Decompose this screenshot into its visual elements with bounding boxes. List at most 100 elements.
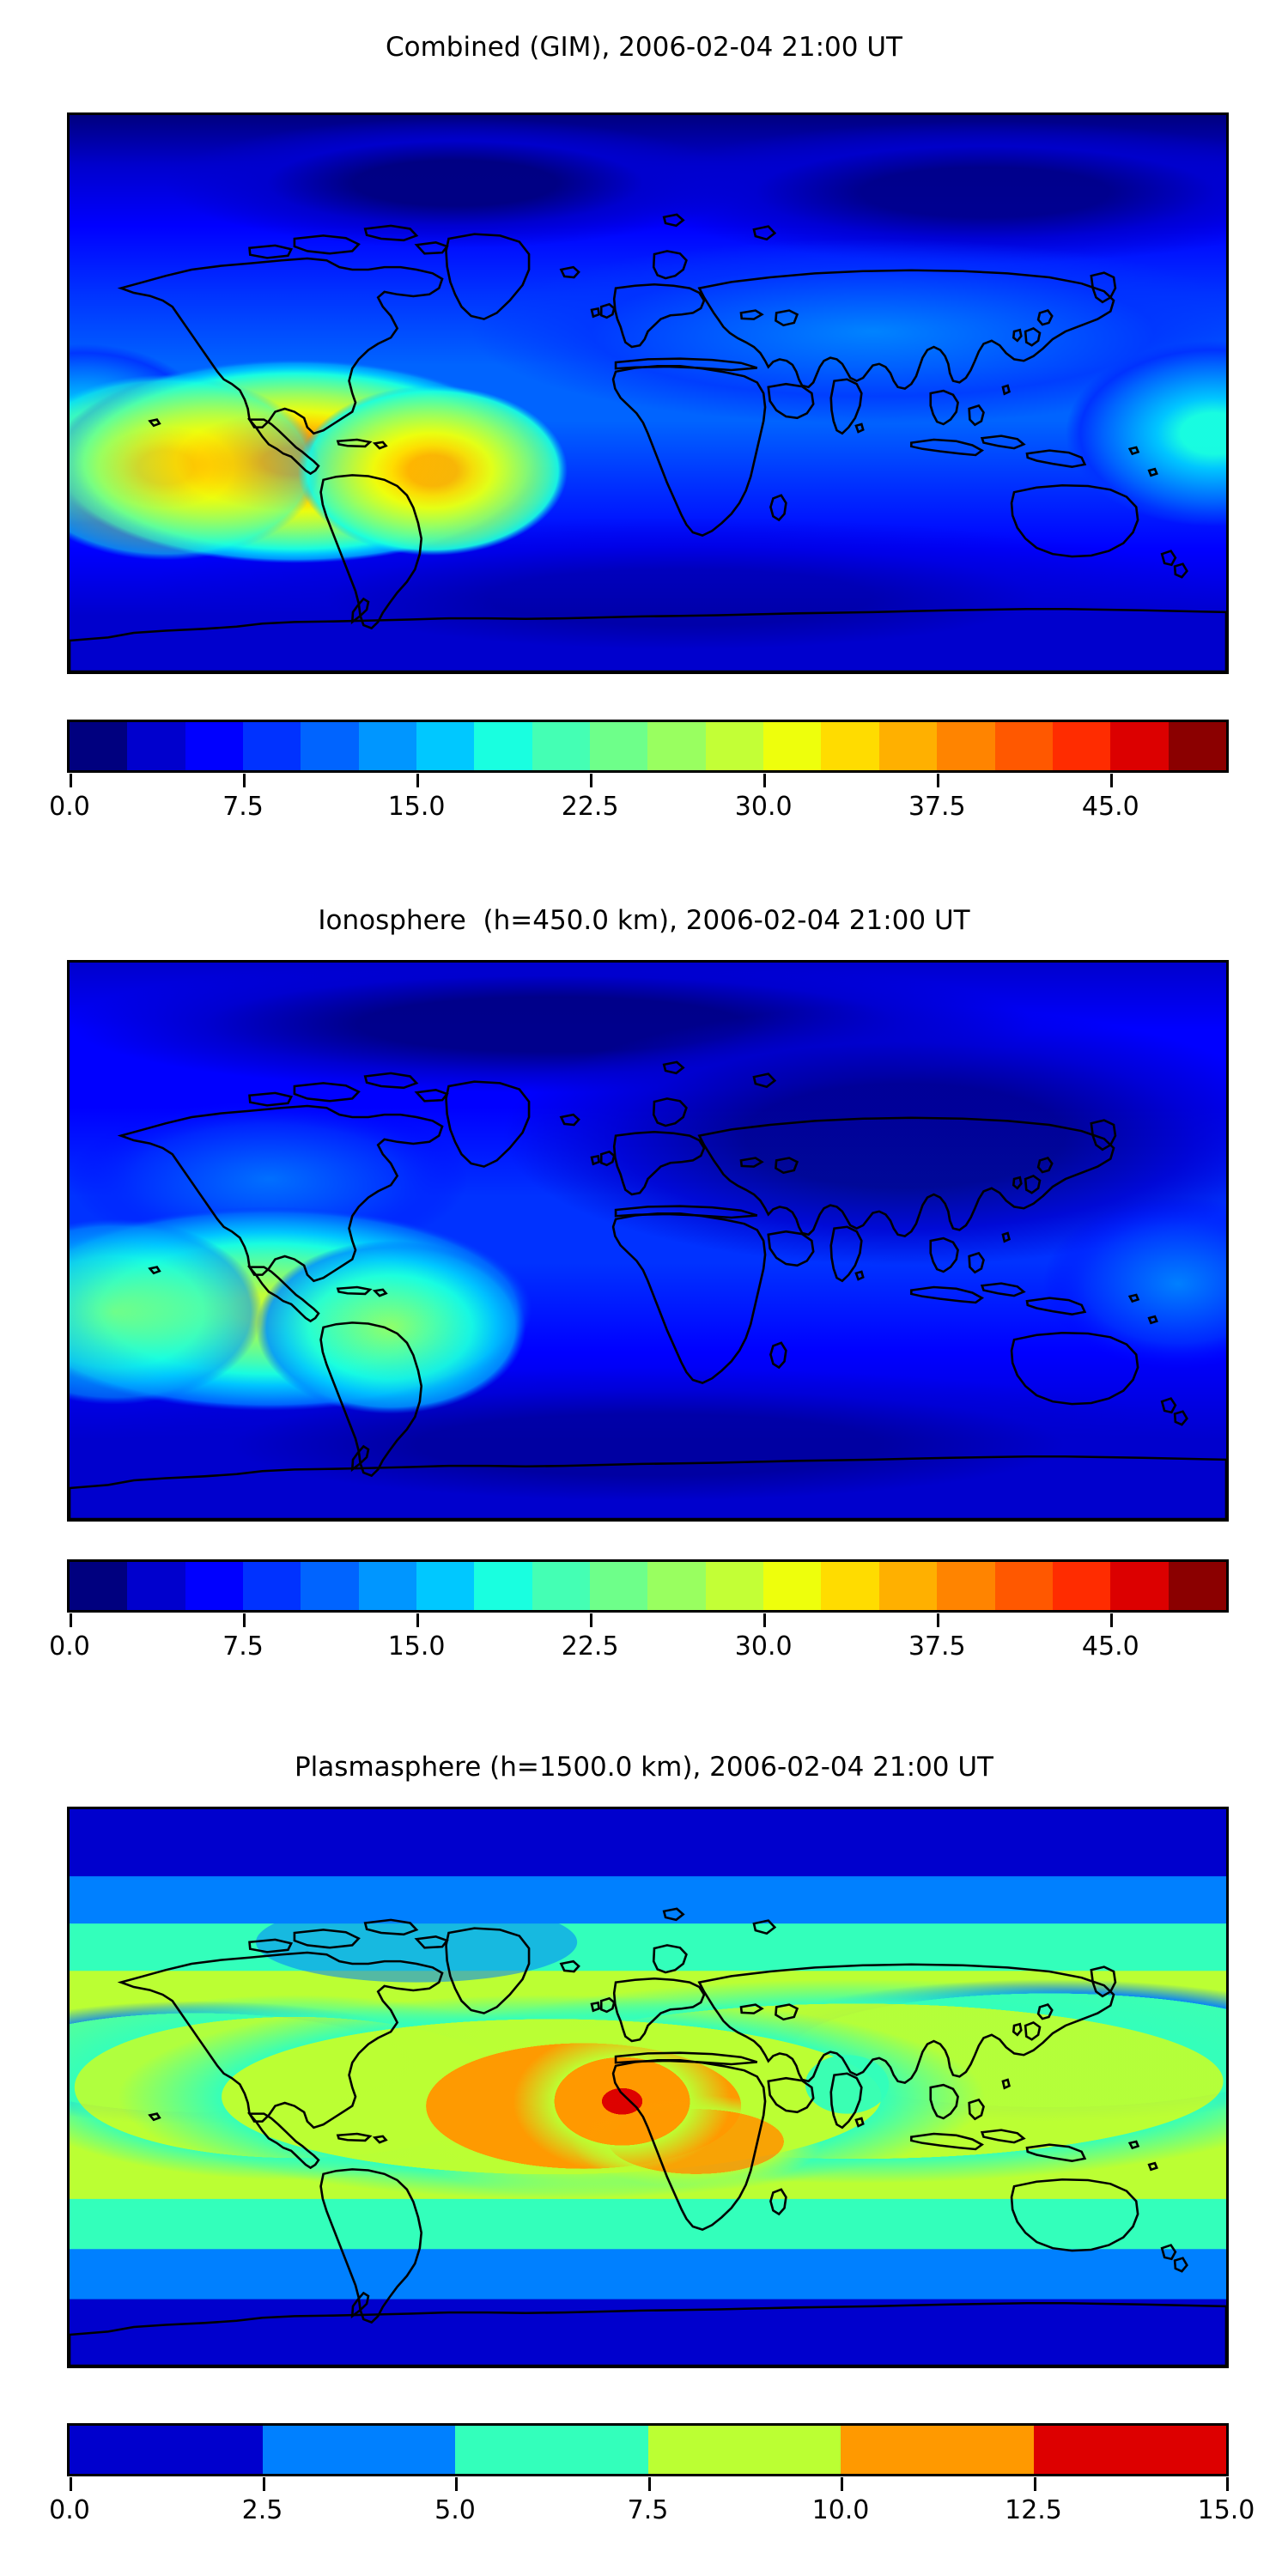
colorbar-band: [705, 1562, 764, 1610]
colorbar-band: [70, 2426, 263, 2474]
colorbar-tick-mark: [243, 774, 246, 787]
colorbar-band: [301, 722, 359, 770]
colorbar-tick-label: 22.5: [561, 792, 619, 822]
colorbar-band: [1168, 722, 1226, 770]
panel-title: Combined (GIM), 2006-02-04 21:00 UT: [386, 32, 902, 63]
colorbar-band: [878, 1562, 938, 1610]
colorbar-tick-label: 2.5: [241, 2495, 283, 2525]
colorbar-plasmasphere[interactable]: [67, 2423, 1229, 2476]
coastlines: [70, 213, 1226, 671]
colorbar-combined-gim[interactable]: [67, 720, 1229, 773]
panel-title: Plasmasphere (h=1500.0 km), 2006-02-04 2…: [294, 1752, 993, 1783]
colorbar-tick-label: 15.0: [387, 1631, 446, 1662]
colorbar-band: [1033, 2426, 1226, 2474]
colorbar-band: [994, 722, 1053, 770]
colorbar-tick-label: 10.0: [811, 2495, 870, 2525]
colorbar-band: [590, 722, 648, 770]
colorbar-band: [262, 2426, 455, 2474]
map-ionosphere[interactable]: [67, 960, 1229, 1522]
colorbar-tick-label: 15.0: [387, 792, 446, 822]
colorbar-tick-label: 45.0: [1081, 792, 1139, 822]
colorbar-tick-mark: [243, 1613, 246, 1627]
colorbar-ticks: [67, 2477, 1229, 2493]
tec-field: [70, 963, 1226, 1519]
colorbar-band: [841, 2426, 1034, 2474]
colorbar-tick-mark: [70, 1613, 72, 1627]
colorbar-tick-label: 7.5: [627, 2495, 669, 2525]
colorbar-band: [416, 1562, 475, 1610]
colorbar-band: [358, 722, 417, 770]
coastlines: [70, 1907, 1226, 2366]
colorbar-band: [590, 1562, 648, 1610]
colorbar-band: [1052, 722, 1111, 770]
map-combined-gim[interactable]: [67, 112, 1229, 674]
colorbar-band: [878, 722, 938, 770]
colorbar-tick-label: 0.0: [49, 2495, 90, 2525]
colorbar-band: [416, 722, 475, 770]
colorbar-band: [1110, 722, 1169, 770]
map-plasmasphere[interactable]: [67, 1807, 1229, 2368]
colorbar-ionosphere[interactable]: [67, 1559, 1229, 1613]
colorbar-band: [185, 1562, 244, 1610]
colorbar-band: [1052, 1562, 1111, 1610]
colorbar-band: [821, 722, 879, 770]
colorbar-band: [532, 1562, 591, 1610]
colorbar-tick-mark: [1226, 2477, 1229, 2491]
colorbar-tick-label: 37.5: [908, 792, 966, 822]
colorbar-tick-labels: 0.0 7.5 15.0 22.5 30.0 37.5 45.0: [0, 1631, 1288, 1666]
colorbar-band: [455, 2426, 648, 2474]
colorbar-band: [705, 722, 764, 770]
colorbar-ticks: [67, 1613, 1229, 1629]
colorbar-tick-mark: [763, 774, 767, 787]
colorbar-tick-mark: [590, 1613, 593, 1627]
colorbar-tick-mark: [937, 1613, 940, 1627]
colorbar-band: [763, 1562, 822, 1610]
colorbar-tick-label: 0.0: [49, 1631, 90, 1662]
colorbar-band: [474, 1562, 532, 1610]
colorbar-tick-label: 12.5: [1005, 2495, 1062, 2525]
colorbar-tick-mark: [416, 774, 420, 787]
colorbar-tick-label: 30.0: [734, 1631, 793, 1662]
colorbar-band: [763, 722, 822, 770]
colorbar-band: [647, 2426, 841, 2474]
colorbar-band: [474, 722, 532, 770]
colorbar-band: [127, 722, 185, 770]
colorbar-ticks: [67, 774, 1229, 789]
colorbar-band: [127, 1562, 185, 1610]
colorbar-tick-label: 0.0: [49, 792, 90, 822]
colorbar-band: [70, 1562, 128, 1610]
colorbar-band: [937, 1562, 995, 1610]
colorbar-tick-mark: [70, 774, 72, 787]
colorbar-band: [301, 1562, 359, 1610]
colorbar-tick-mark: [1033, 2477, 1036, 2491]
colorbar-band: [243, 1562, 301, 1610]
colorbar-tick-label: 7.5: [222, 1631, 264, 1662]
coastlines: [70, 1060, 1226, 1519]
colorbar-band: [532, 722, 591, 770]
colorbar-tick-labels: 0.0 2.5 5.0 7.5 10.0 12.5 15.0: [0, 2495, 1288, 2530]
colorbar-tick-mark: [841, 2477, 843, 2491]
colorbar-band: [647, 722, 706, 770]
colorbar-tick-label: 5.0: [434, 2495, 476, 2525]
colorbar-tick-mark: [1110, 1613, 1114, 1627]
colorbar-tick-label: 37.5: [908, 1631, 966, 1662]
colorbar-tick-mark: [262, 2477, 265, 2491]
colorbar-tick-label: 22.5: [561, 1631, 619, 1662]
colorbar-tick-mark: [647, 2477, 651, 2491]
colorbar-band: [243, 722, 301, 770]
colorbar-tick-label: 45.0: [1081, 1631, 1139, 1662]
colorbar-band: [937, 722, 995, 770]
colorbar-tick-mark: [70, 2477, 72, 2491]
colorbar-band: [1110, 1562, 1169, 1610]
panel-title: Ionosphere (h=450.0 km), 2006-02-04 21:0…: [318, 905, 970, 936]
colorbar-tick-mark: [416, 1613, 420, 1627]
colorbar-tick-mark: [590, 774, 593, 787]
colorbar-tick-mark: [937, 774, 940, 787]
colorbar-tick-mark: [763, 1613, 767, 1627]
colorbar-tick-label: 15.0: [1197, 2495, 1255, 2525]
colorbar-band: [185, 722, 244, 770]
colorbar-tick-label: 7.5: [222, 792, 264, 822]
colorbar-tick-mark: [1110, 774, 1114, 787]
colorbar-band: [70, 722, 128, 770]
